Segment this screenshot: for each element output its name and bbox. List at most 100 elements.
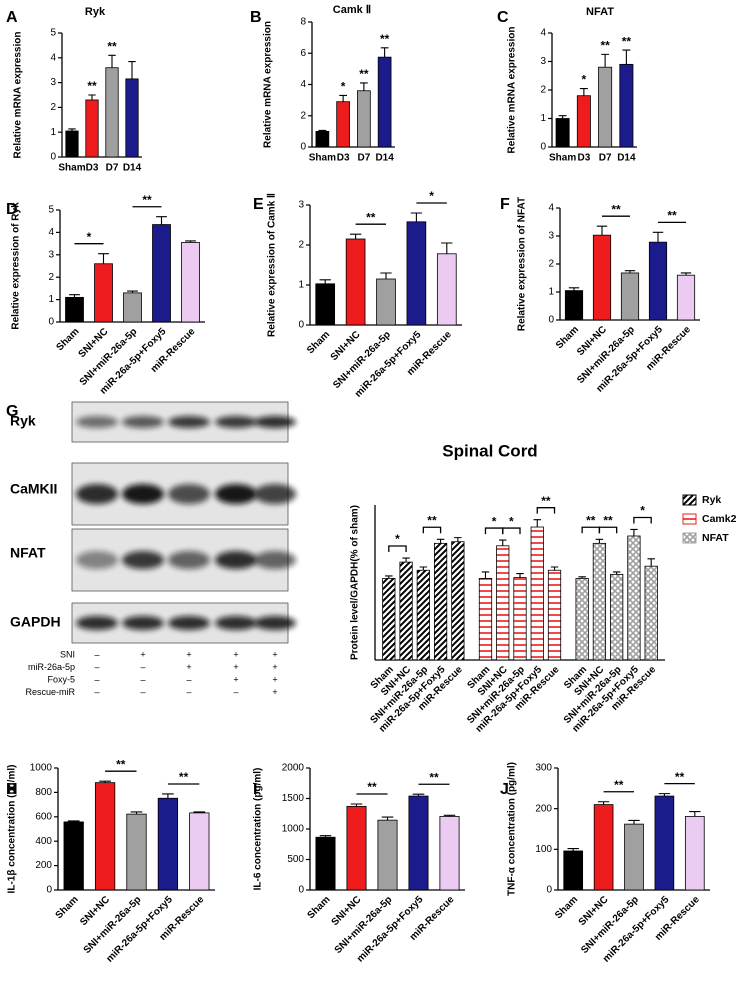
significance-bracket: [388, 545, 407, 553]
y-tick-label: 0: [300, 142, 306, 153]
error-bar: [595, 538, 604, 544]
error-bar: [558, 115, 567, 119]
y-tick-label: 6: [300, 48, 306, 59]
significance-label: *: [395, 532, 400, 546]
blot-band: [254, 484, 296, 504]
bar: [189, 812, 210, 891]
error-bar: [67, 820, 80, 822]
error-bar: [99, 780, 111, 783]
blot-band: [254, 616, 296, 630]
significance-label: *: [582, 73, 587, 87]
bar: [644, 565, 658, 661]
y-tick-label: 1: [548, 287, 554, 298]
error-bar: [88, 94, 96, 100]
significance-label: **: [429, 770, 439, 784]
bar: [576, 95, 591, 148]
legend-swatch: [682, 532, 697, 544]
panel-letter: J: [500, 781, 509, 798]
condition-label: Rescue-miR: [25, 687, 75, 697]
band-label: CaMKII: [10, 481, 57, 497]
blot-band: [215, 616, 257, 630]
error-bar: [412, 793, 425, 797]
error-bar: [652, 231, 664, 243]
blot-band: [76, 416, 118, 428]
bar: [620, 272, 640, 321]
bar: [315, 130, 330, 148]
condition-sign: +: [233, 662, 238, 672]
bar: [399, 561, 413, 661]
panel-letter: D: [6, 201, 18, 218]
x-tick-label: D3: [86, 163, 99, 174]
significance-label: **: [611, 202, 621, 216]
error-bar: [499, 539, 507, 546]
significance-label: **: [667, 209, 677, 223]
error-bar: [69, 294, 80, 298]
error-bar: [108, 54, 116, 68]
error-bar: [318, 129, 327, 132]
y-tick-label: 5: [50, 28, 56, 39]
y-tick-label: 200: [35, 860, 52, 871]
bar: [408, 795, 429, 891]
error-bar: [441, 242, 453, 254]
y-tick-label: 1: [48, 294, 54, 305]
blot-band: [254, 551, 296, 569]
significance-label: **: [675, 770, 685, 784]
x-tick-label: Sham: [553, 894, 580, 921]
blot-band: [168, 484, 210, 504]
y-tick-label: 300: [535, 763, 552, 774]
blot-band: [168, 616, 210, 630]
y-tick-label: 1: [540, 113, 546, 124]
legend-label: Camk2: [702, 513, 737, 525]
significance-bracket: [536, 507, 556, 514]
error-bar: [128, 60, 136, 79]
error-bar: [601, 53, 610, 68]
bar: [345, 238, 366, 326]
panel-letter: B: [250, 9, 262, 26]
bar: [598, 66, 613, 148]
condition-sign: +: [140, 649, 145, 659]
bar: [125, 78, 139, 158]
significance-label: **: [600, 39, 610, 53]
y-tick-label: 0: [298, 320, 304, 331]
error-bar: [156, 216, 167, 225]
y-tick-label: 500: [287, 854, 304, 865]
bar: [478, 578, 493, 661]
bar: [593, 804, 614, 891]
significance-label: **: [380, 32, 390, 46]
legend-swatch: [682, 494, 697, 506]
bar: [564, 290, 584, 321]
bar: [406, 221, 427, 326]
panel-letter: F: [500, 196, 510, 213]
error-bar: [516, 572, 524, 578]
legend-label: Ryk: [702, 494, 721, 506]
bar: [433, 542, 448, 661]
y-tick-label: 100: [535, 844, 552, 855]
error-bar: [381, 816, 394, 821]
x-tick-label: Sham: [58, 163, 85, 174]
significance-bracket: [598, 526, 618, 534]
significance-label: **: [179, 770, 189, 784]
y-tick-label: 3: [50, 77, 56, 88]
x-tick-label: Sham: [305, 894, 332, 921]
bar: [157, 797, 179, 891]
error-bar: [597, 801, 610, 805]
panel-letter: E: [253, 196, 264, 213]
x-tick-label: Sham: [309, 153, 336, 164]
chart-title: Spinal Cord: [442, 441, 537, 460]
error-bar: [596, 225, 608, 236]
y-tick-label: 400: [35, 836, 52, 847]
condition-sign: –: [186, 674, 191, 684]
y-tick-label: 2: [298, 240, 304, 251]
bar: [315, 836, 336, 891]
x-tick-label: SNI+miR-26a-5p: [333, 894, 395, 956]
y-tick-label: 800: [35, 787, 52, 798]
condition-sign: +: [233, 649, 238, 659]
error-bar: [658, 793, 671, 797]
x-tick-label: D7: [599, 153, 612, 164]
error-bar: [647, 558, 655, 567]
y-tick-label: 2: [548, 259, 554, 270]
blot-band: [76, 551, 118, 569]
condition-sign: +: [272, 662, 277, 672]
error-bar: [185, 240, 196, 243]
